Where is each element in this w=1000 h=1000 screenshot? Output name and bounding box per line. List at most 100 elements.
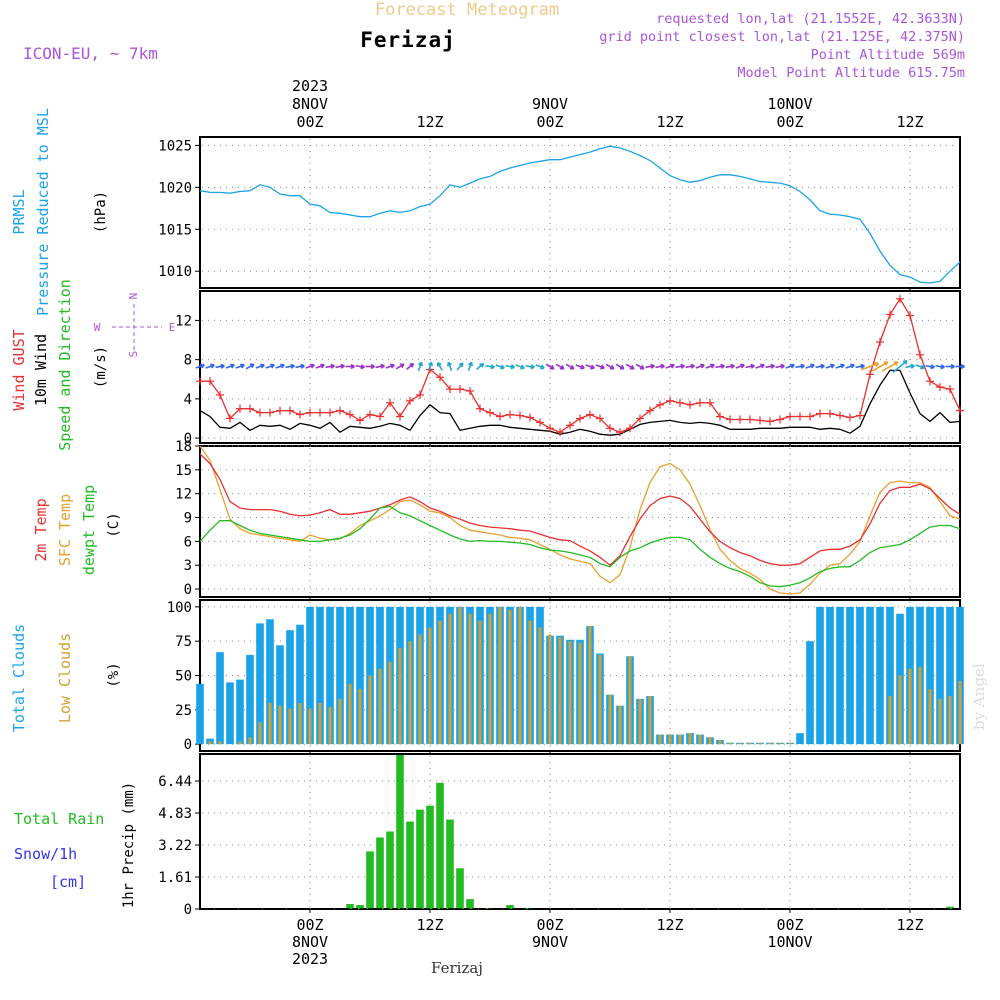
gust-mark xyxy=(746,415,754,424)
y-tick-label: 6 xyxy=(184,534,192,550)
wind-arrow xyxy=(835,363,845,369)
model-label: ICON-EU, ~ 7km xyxy=(23,44,158,63)
low-cloud-bar xyxy=(908,668,912,745)
gust-mark xyxy=(236,404,244,413)
wind-arrow-head xyxy=(930,366,935,370)
gust-mark xyxy=(916,350,924,359)
panel-frame xyxy=(199,753,961,910)
temp-sfc-label: SFC Temp xyxy=(56,494,74,566)
gust-mark xyxy=(316,408,324,417)
precip-axis-label: 1hr Precip (mm) xyxy=(121,782,137,908)
total-cloud-bar xyxy=(236,679,244,745)
low-cloud-bar xyxy=(678,734,682,745)
wind-arrow-head xyxy=(920,367,925,370)
wind-arrow-head xyxy=(760,364,765,369)
wind-arrow xyxy=(955,363,965,370)
wind-arrow xyxy=(695,363,705,369)
low-cloud-bar xyxy=(248,737,252,745)
total-cloud-bar xyxy=(946,606,954,745)
wind-arrow xyxy=(881,361,899,372)
low-cloud-bar xyxy=(588,626,592,745)
wind-arrow-head xyxy=(320,364,325,369)
gust-mark xyxy=(516,411,524,420)
gust-mark xyxy=(646,406,654,415)
y-tick-label: 3.22 xyxy=(158,838,192,854)
low-cloud-bar xyxy=(548,634,552,745)
compass-e: E xyxy=(169,321,176,334)
wind-arrow xyxy=(755,363,765,369)
gust-mark xyxy=(926,377,934,386)
low-cloud-bar xyxy=(218,741,222,745)
wind-arrow-head xyxy=(210,364,215,369)
low-cloud-bar xyxy=(928,689,932,745)
snow-label: Snow/1h xyxy=(14,845,77,863)
low-cloud-bar xyxy=(898,675,902,745)
wind-arrow-head xyxy=(411,363,415,368)
total-cloud-bar xyxy=(196,683,204,745)
gust-mark xyxy=(276,406,284,415)
low-cloud-bar xyxy=(618,705,622,745)
wind-arrow-head xyxy=(500,367,505,370)
low-cloud-bar xyxy=(498,606,502,745)
compass-n: N xyxy=(127,293,140,300)
gust-mark xyxy=(956,406,964,415)
y-tick-label: 15 xyxy=(175,463,192,479)
gust-mark xyxy=(546,424,554,433)
wind-arrow-head xyxy=(850,364,855,369)
wind-arrow-head xyxy=(904,360,908,365)
low-cloud-bar xyxy=(718,740,722,745)
total-cloud-bar xyxy=(796,733,804,745)
compass-w: W xyxy=(94,321,101,334)
rain-bar xyxy=(346,904,354,909)
wind-arrow xyxy=(255,363,265,369)
wind-arrow-head xyxy=(200,364,205,369)
low-cloud-bar xyxy=(598,654,602,745)
time-label: 8NOV xyxy=(292,933,328,951)
rain-bar xyxy=(356,905,364,909)
wind-arrow-head xyxy=(510,366,515,370)
wind-arrow xyxy=(385,363,395,369)
low-cloud-bar xyxy=(268,702,272,745)
gust-mark xyxy=(866,370,874,379)
wind-arrow-head xyxy=(800,365,805,369)
panel-2: 0 4 8 12 xyxy=(175,290,961,447)
total-cloud-bar xyxy=(846,606,854,745)
y-tick-label: 1025 xyxy=(158,138,192,154)
gust-mark xyxy=(256,408,264,417)
wind-arrow-head xyxy=(830,364,835,369)
total-cloud-bar xyxy=(246,654,254,745)
gust-mark xyxy=(526,413,534,422)
y-tick-label: 4 xyxy=(184,392,192,408)
wind-arrow xyxy=(375,363,385,369)
gust-mark xyxy=(396,412,404,421)
gust-mark xyxy=(706,398,714,407)
gust-mark xyxy=(486,408,494,417)
gust-mark xyxy=(936,383,944,392)
low-cloud-bar xyxy=(278,705,282,745)
panel-frame xyxy=(199,445,961,598)
wind-arrow-head xyxy=(950,365,955,370)
low-cloud-bar xyxy=(238,741,242,745)
wind-arrow xyxy=(417,361,423,372)
temp-2m-label: 2m Temp xyxy=(32,498,50,561)
total-cloud-bar xyxy=(316,606,324,745)
gust-mark xyxy=(946,385,954,394)
wind-arrow xyxy=(915,364,925,370)
wind-arrow xyxy=(205,363,215,369)
total-cloud-bar xyxy=(886,606,894,745)
low-cloud-bar xyxy=(468,613,472,745)
total-cloud-bar xyxy=(276,645,284,745)
forecast-title: Forecast Meteogram xyxy=(375,0,559,20)
low-cloud-bar xyxy=(288,708,292,745)
rain-bar xyxy=(436,782,444,909)
low-cloud-bar xyxy=(578,642,582,745)
compass-rose: W E N S xyxy=(94,293,176,358)
low-cloud-bar xyxy=(788,742,792,745)
low-cloud-bar xyxy=(318,702,322,745)
time-label: 8NOV xyxy=(292,95,328,113)
rain-bar xyxy=(396,754,404,909)
low-cloud-bar xyxy=(768,742,772,745)
wind-arrow-head xyxy=(750,365,755,369)
y-tick-label: 12 xyxy=(175,313,192,329)
time-label: 00Z xyxy=(776,916,803,934)
